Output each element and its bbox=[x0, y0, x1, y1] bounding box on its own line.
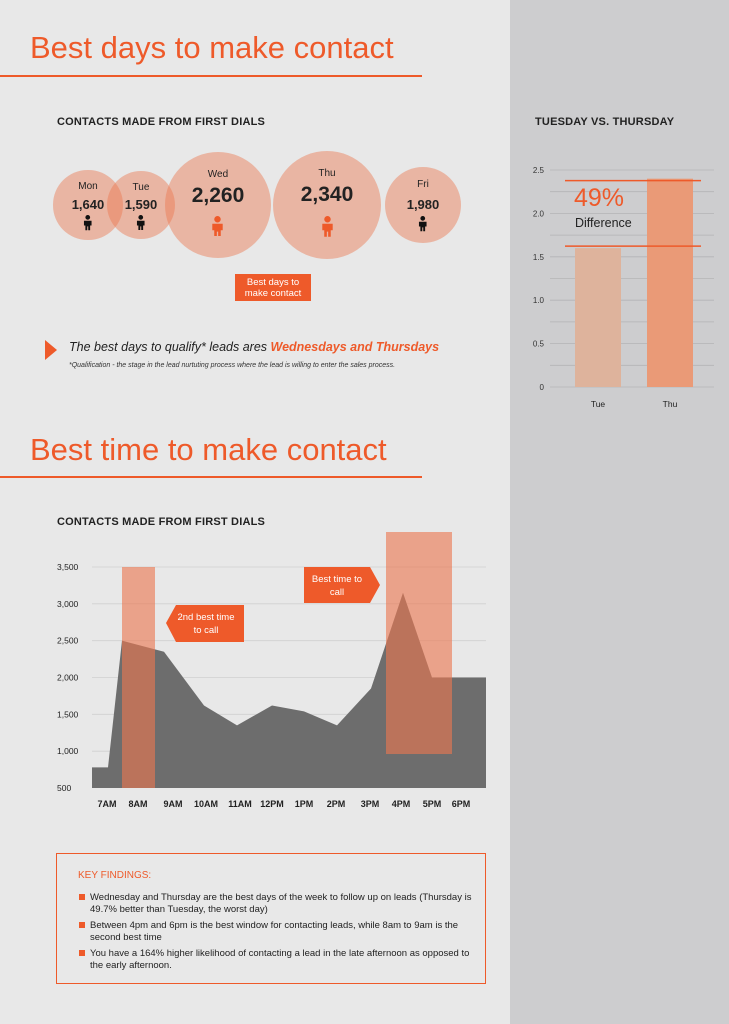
best-time-tag: Best time to call bbox=[311, 574, 363, 598]
bubble-day-label: Wed bbox=[207, 168, 229, 180]
qualification-footnote: *Qualification - the stage in the lead n… bbox=[69, 362, 396, 369]
difference-percent: 49% bbox=[574, 184, 625, 212]
x-tick-label: 7AM bbox=[97, 799, 116, 809]
time-subhead: CONTACTS MADE FROM FIRST DIALS bbox=[57, 516, 266, 528]
bullet-square-icon bbox=[79, 950, 85, 956]
title-rule-2 bbox=[0, 476, 422, 478]
bubble-value-label: 1,980 bbox=[406, 196, 440, 212]
bullet-square-icon bbox=[79, 894, 85, 900]
bubble-day-label: Fri bbox=[417, 179, 429, 191]
y-tick-label: 2.0 bbox=[533, 209, 545, 218]
y-tick-label: 2,000 bbox=[57, 673, 79, 683]
second-best-tag-shape bbox=[166, 605, 244, 642]
x-tick-label: 3PM bbox=[361, 799, 380, 809]
person-icon bbox=[211, 215, 224, 242]
y-tick-label: 1,000 bbox=[57, 746, 79, 756]
y-tick-label: 2,500 bbox=[57, 636, 79, 646]
finding-item: Between 4pm and 6pm is the best window f… bbox=[79, 920, 479, 943]
finding-text: Wednesday and Thursday are the best days… bbox=[90, 892, 472, 915]
best-days-tag: Best days to make contact bbox=[235, 274, 311, 301]
time-area-chart: 500 1,000 1,500 2,000 2,500 3,000 3,500 7AM 8AM 9… bbox=[57, 532, 486, 809]
bubble-value-label: 2,260 bbox=[191, 183, 245, 207]
x-tick-label: 5PM bbox=[423, 799, 442, 809]
person-icon bbox=[418, 216, 428, 236]
y-tick-label: 0 bbox=[540, 383, 545, 392]
bubble-tue: Tue 1,590 bbox=[106, 170, 176, 240]
finding-text: You have a 164% higher likelihood of con… bbox=[90, 948, 470, 971]
best-window bbox=[386, 532, 452, 754]
x-tick-label: 6PM bbox=[452, 799, 471, 809]
y-tick-label: 1.0 bbox=[533, 296, 545, 305]
bubble-day-label: Tue bbox=[132, 181, 150, 193]
best-time-tag-shape bbox=[304, 567, 380, 603]
person-icon bbox=[136, 215, 146, 235]
bar-tue bbox=[575, 248, 621, 387]
bubble-day-label: Mon bbox=[78, 181, 98, 193]
tue-thu-bar-chart: 0 0.5 1.0 1.5 2.0 2.5 Tue Thu bbox=[533, 166, 714, 409]
bubble-value-label: 1,640 bbox=[71, 197, 105, 213]
y-tick-label: 500 bbox=[57, 783, 71, 793]
x-tick-label: 12PM bbox=[260, 799, 284, 809]
y-tick-label: 1,500 bbox=[57, 709, 79, 719]
section-title-time: Best time to make contact bbox=[30, 432, 387, 467]
bubble-value-label: 1,590 bbox=[124, 197, 158, 213]
tue-thu-subhead: TUESDAY VS. THURSDAY bbox=[535, 116, 675, 128]
y-tick-label: 1.5 bbox=[533, 253, 545, 262]
x-tick-label: 8AM bbox=[128, 799, 147, 809]
section-title-days: Best days to make contact bbox=[30, 30, 394, 65]
x-tick-label: Tue bbox=[591, 399, 606, 409]
bubble-fri: Fri 1,980 bbox=[385, 167, 461, 243]
y-tick-label: 3,500 bbox=[57, 562, 79, 572]
arrow-marker-icon bbox=[45, 340, 57, 360]
bubble-value-label: 2,340 bbox=[300, 183, 354, 207]
second-best-tag: 2nd best time to call bbox=[177, 612, 235, 636]
x-tick-label: 10AM bbox=[194, 799, 218, 809]
bubble-day-label: Thu bbox=[318, 168, 336, 180]
x-tick-label: Thu bbox=[663, 399, 678, 409]
title-rule bbox=[0, 75, 422, 77]
note-prefix: The best days to qualify* leads ares bbox=[69, 340, 271, 354]
x-tick-label: 4PM bbox=[392, 799, 411, 809]
person-icon bbox=[83, 215, 93, 235]
second-best-window bbox=[122, 567, 155, 788]
bar-thu bbox=[647, 178, 693, 387]
bubble-thu: Thu 2,340 bbox=[273, 151, 381, 259]
x-tick-label: 2PM bbox=[327, 799, 346, 809]
bubble-mon: Mon 1,640 bbox=[53, 170, 123, 240]
key-findings-box: KEY FINDINGS: Wednesday and Thursday are… bbox=[56, 853, 486, 984]
x-tick-label: 1PM bbox=[295, 799, 314, 809]
y-tick-label: 2.5 bbox=[533, 166, 545, 175]
y-tick-label: 0.5 bbox=[533, 340, 545, 349]
finding-item: Wednesday and Thursday are the best days… bbox=[79, 892, 479, 915]
difference-label: Difference bbox=[575, 216, 632, 230]
bubble-wed: Wed 2,260 bbox=[164, 151, 272, 259]
note-highlight: Wednesdays and Thursdays bbox=[270, 340, 440, 354]
x-tick-label: 9AM bbox=[163, 799, 182, 809]
finding-item: You have a 164% higher likelihood of con… bbox=[79, 948, 479, 971]
days-subhead: CONTACTS MADE FROM FIRST DIALS bbox=[57, 116, 266, 128]
sidebar-panel bbox=[510, 0, 729, 1024]
bullet-square-icon bbox=[79, 922, 85, 928]
y-tick-label: 3,000 bbox=[57, 599, 79, 609]
x-tick-label: 11AM bbox=[228, 799, 252, 809]
key-findings-title: KEY FINDINGS: bbox=[78, 870, 152, 881]
best-days-note: The best days to qualify* leads ares Wed… bbox=[69, 340, 439, 354]
finding-text: Between 4pm and 6pm is the best window f… bbox=[90, 920, 459, 943]
person-icon bbox=[321, 215, 334, 242]
